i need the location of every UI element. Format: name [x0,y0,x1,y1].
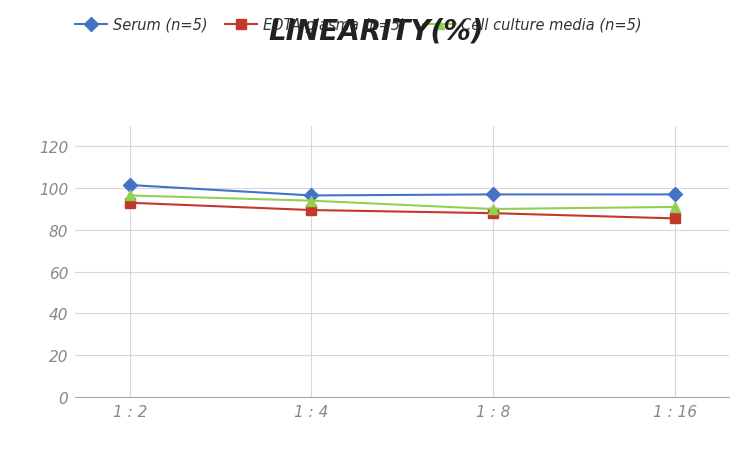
EDTA plasma (n=5) [671,216,680,221]
Cell culture media (n=5) [671,205,680,210]
Text: LINEARITY(%): LINEARITY(%) [268,18,484,46]
Legend: Serum (n=5), EDTA plasma (n=5), Cell culture media (n=5): Serum (n=5), EDTA plasma (n=5), Cell cul… [69,12,647,38]
EDTA plasma (n=5) [125,201,134,206]
Serum (n=5) [671,192,680,198]
Serum (n=5) [489,192,498,198]
Cell culture media (n=5) [307,198,316,204]
Line: EDTA plasma (n=5): EDTA plasma (n=5) [125,198,680,224]
Cell culture media (n=5) [489,207,498,212]
EDTA plasma (n=5) [489,211,498,216]
Serum (n=5) [307,193,316,199]
Line: Serum (n=5): Serum (n=5) [125,181,680,201]
Cell culture media (n=5) [125,193,134,199]
Line: Cell culture media (n=5): Cell culture media (n=5) [125,191,680,214]
Serum (n=5) [125,183,134,189]
EDTA plasma (n=5) [307,208,316,213]
